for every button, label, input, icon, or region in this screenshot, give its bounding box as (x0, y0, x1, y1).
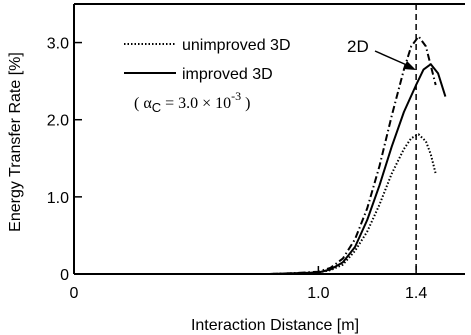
legend-label-unimproved: unimproved 3D (182, 37, 291, 54)
y-tick-label: 2.0 (47, 113, 69, 130)
y-tick-label: 3.0 (47, 36, 69, 53)
legend-label-improved: improved 3D (182, 66, 273, 83)
alpha-subscript: C (152, 100, 161, 115)
alpha-symbol: α (143, 95, 152, 112)
series-line-2d (269, 35, 437, 275)
legend: unimproved 3D improved 3D (124, 37, 291, 83)
arrow-2d-shaft (374, 50, 410, 67)
series-line-unimproved-3d (269, 133, 437, 275)
x-axis-label: Interaction Distance [m] (191, 317, 359, 334)
x-tick-label: 1.4 (405, 285, 427, 302)
alpha-suffix: ) (241, 95, 250, 112)
y-axis-label: Energy Transfer Rate [%] (7, 52, 24, 232)
x-tick-label: 0 (70, 285, 79, 302)
alpha-value: = 3.0 × 10 (161, 95, 231, 112)
alpha-prefix: ( (134, 95, 143, 112)
series-line-improved-3d (269, 63, 447, 275)
y-tick-label: 1.0 (47, 190, 69, 207)
alpha-exponent: -3 (231, 89, 241, 103)
alpha-annotation: ( αC = 3.0 × 10-3 ) (134, 89, 250, 115)
y-tick-label: 0 (60, 267, 69, 284)
label-2d: 2D (347, 37, 369, 56)
arrow-2d-head (403, 61, 416, 70)
x-tick-label: 1.0 (307, 285, 329, 302)
tick-group: 0 1.0 1.4 0 1.0 2.0 3.0 (47, 4, 427, 302)
series-group (269, 35, 447, 275)
